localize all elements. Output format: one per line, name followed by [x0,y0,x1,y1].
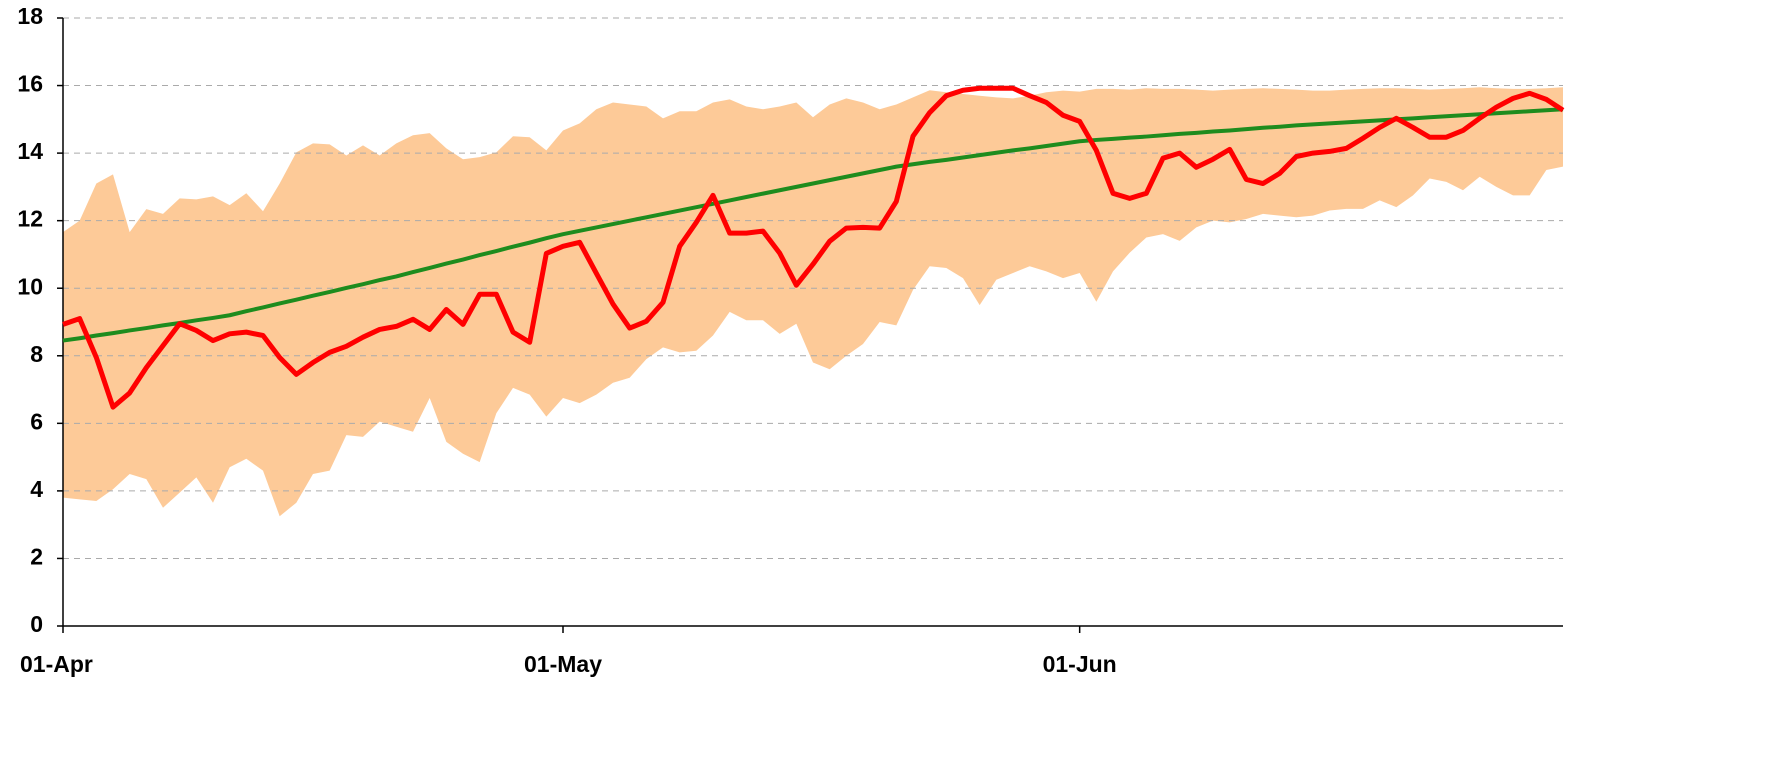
y-tick-label: 14 [17,138,43,164]
x-tick-label: 01-May [524,651,602,677]
x-tick-label: 01-Jun [1043,651,1117,677]
y-tick-label: 6 [30,408,43,434]
y-tick-label: 10 [17,273,43,299]
series-line [62,85,1565,410]
y-tick-label: 0 [30,611,43,637]
y-tick-label: 12 [17,206,43,232]
y-tick-label: 8 [30,341,43,367]
y-tick-label: 2 [30,544,43,570]
y-tick-label: 18 [17,3,43,29]
range-band [63,87,1563,517]
x-tick-label: 01-Apr [20,651,93,677]
y-tick-label: 16 [17,71,43,97]
series-line [62,107,1564,343]
y-tick-label: 4 [30,476,43,502]
